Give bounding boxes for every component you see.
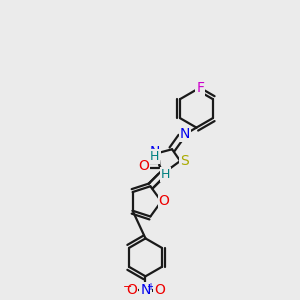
- Text: N: N: [179, 127, 190, 141]
- Text: F: F: [196, 81, 204, 95]
- Text: N: N: [140, 283, 151, 297]
- Text: S: S: [180, 154, 188, 168]
- Text: O: O: [138, 158, 149, 172]
- Text: H: H: [161, 168, 170, 181]
- Text: O: O: [154, 283, 165, 297]
- Text: +: +: [146, 282, 154, 292]
- Text: O: O: [126, 283, 137, 297]
- Text: O: O: [159, 194, 170, 208]
- Text: −: −: [122, 282, 132, 292]
- Text: H: H: [150, 150, 159, 163]
- Text: N: N: [149, 145, 160, 159]
